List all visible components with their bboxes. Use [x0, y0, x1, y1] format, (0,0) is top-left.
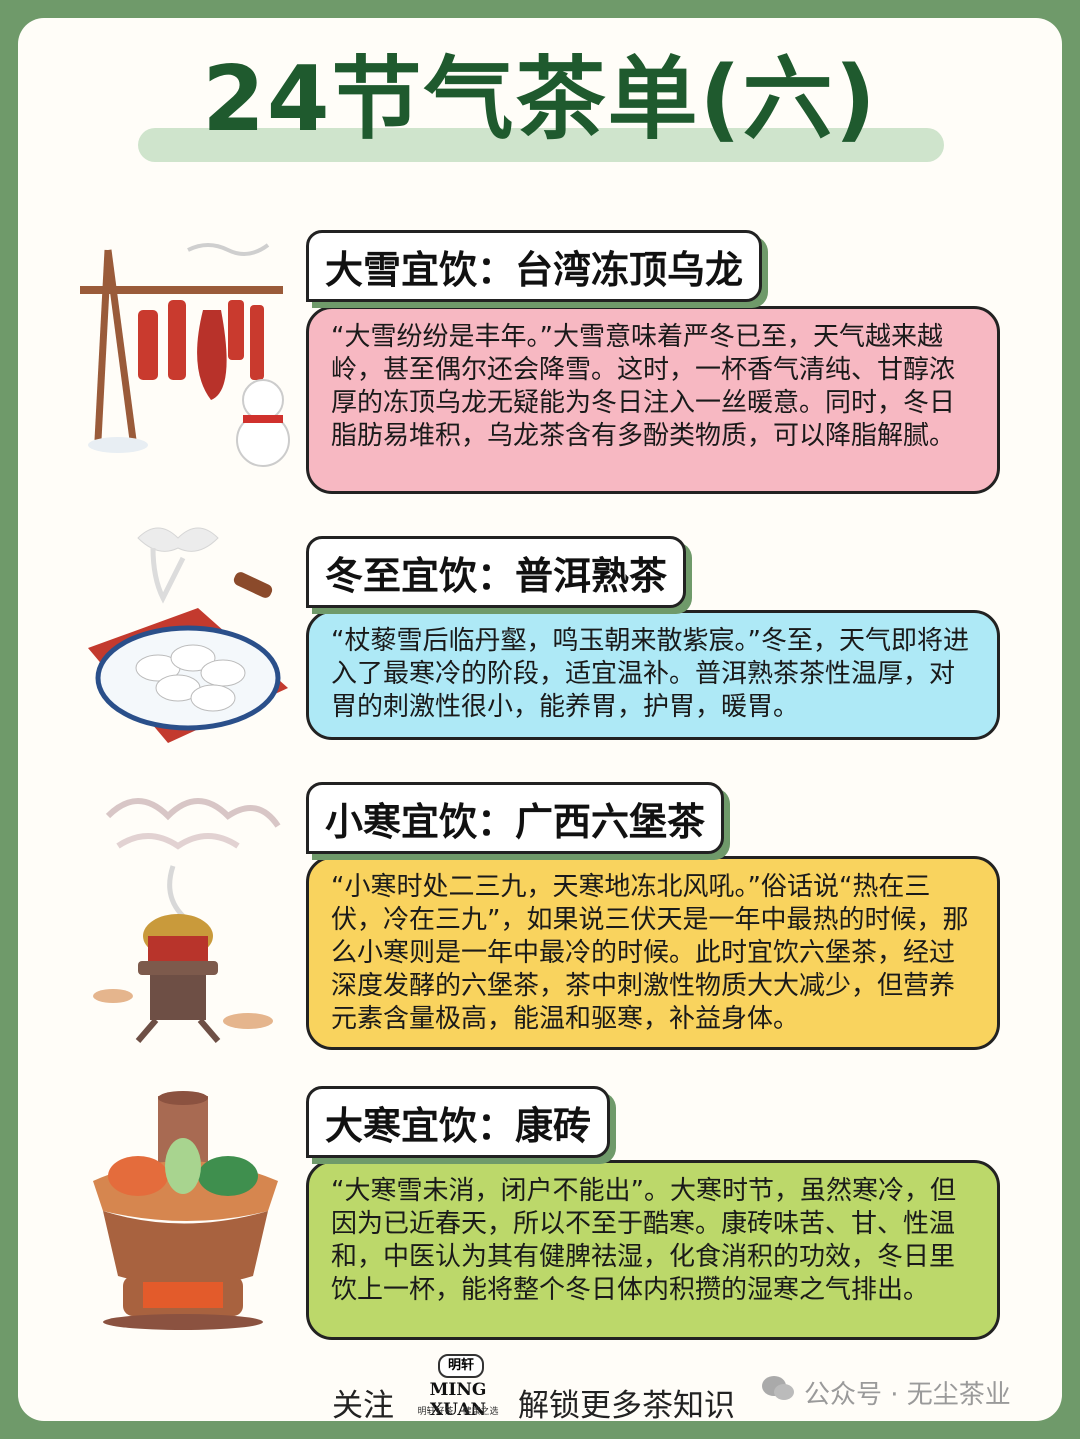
page-title: 24节气茶单(六): [202, 47, 878, 152]
card-dongzhi: “杖藜雪后临丹壑，鸣玉朝来散紫宸。”冬至，天气即将进入了最寒冷的阶段，适宜温补。…: [306, 610, 1000, 740]
wechat-icon: [760, 1374, 796, 1404]
hanging-cured-meat-snowman-icon: [80, 243, 290, 467]
dumpling-plate-icon: [88, 527, 288, 743]
card-daxue: “大雪纷纷是丰年。”大雪意味着严冬已至，天气越来越岭，甚至偶尔还会降雪。这时，一…: [306, 306, 1000, 494]
card-dahan: “大寒雪未消，闭户不能出”。大寒时节，虽然寒冷，但因为已近春天，所以不至于酷寒。…: [306, 1160, 1000, 1340]
logo-emblem: 明轩: [438, 1354, 484, 1378]
heading-dongzhi: 冬至宜饮：普洱熟茶: [306, 536, 687, 608]
card-xiaohan: “小寒时处二三九，天寒地冻北风吼。”俗话说“热在三伏，冷在三九”，如果说三伏天是…: [306, 856, 1000, 1050]
footer: 关注 明轩 MING XUAN 明轩好茶 健康之选 解锁更多茶知识 公众号 · …: [0, 1352, 1080, 1432]
watermark-text: 公众号 · 无尘茶业: [804, 1380, 1011, 1410]
logo-sub: 明轩好茶 健康之选: [417, 1407, 499, 1417]
charcoal-stove-icon: [93, 798, 281, 1043]
logo-brand: MING XUAN: [429, 1380, 487, 1420]
title-underline-band: [138, 128, 944, 162]
footer-follow-text: 关注: [332, 1388, 394, 1424]
footer-unlock-text: 解锁更多茶知识: [518, 1388, 735, 1424]
heading-dahan: 大寒宜饮：康砖: [306, 1086, 611, 1158]
brand-logo: 明轩 MING XUAN 明轩好茶 健康之选: [408, 1354, 508, 1420]
heading-daxue: 大雪宜饮：台湾冻顶乌龙: [306, 230, 763, 302]
hotpot-icon: [93, 1091, 278, 1330]
title-area: 24节气茶单(六): [0, 40, 1080, 170]
heading-xiaohan: 小寒宜饮：广西六堡茶: [306, 782, 725, 854]
